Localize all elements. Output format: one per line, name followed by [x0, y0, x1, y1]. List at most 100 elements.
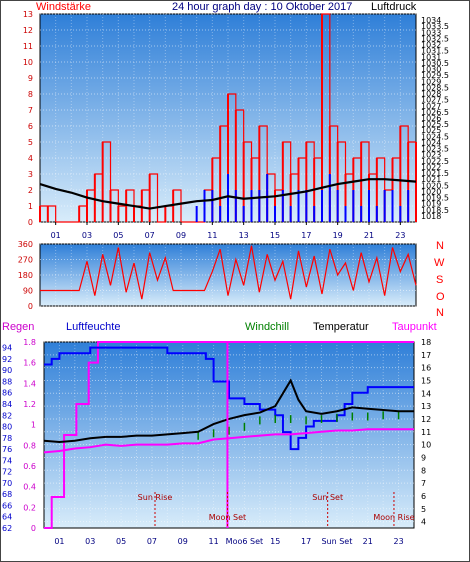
x-tick-label: 03: [82, 231, 92, 240]
y-right-tick-label: 1028: [421, 90, 441, 99]
y-right-tick-label: 1026.5: [421, 108, 449, 117]
direction-letter: W: [434, 257, 445, 269]
x-tick-label: 19: [333, 231, 343, 240]
y-right-tick-label: 1034: [421, 16, 441, 25]
y-tick-label: 180: [18, 271, 33, 280]
windstaerke-label: Windstärke: [36, 1, 91, 13]
feuchte-tick-label: 78: [2, 434, 12, 443]
x-tick-label: 09: [178, 537, 188, 546]
series-line: [40, 245, 417, 300]
y-tick-label: 8: [28, 90, 33, 99]
y-tick-label: 13: [23, 10, 33, 19]
temp-tick-label: 14: [421, 389, 431, 398]
y-tick-label: 9: [28, 74, 33, 83]
feuchte-tick-label: 94: [2, 344, 12, 353]
series-line: [43, 378, 414, 444]
y-right-tick-label: 1029: [421, 77, 441, 86]
regen-tick-label: 0.2: [23, 503, 36, 512]
annotation-label: Sun Set: [312, 493, 343, 502]
annotation-label: Moon Rise: [373, 513, 414, 522]
y-tick-label: 6: [28, 122, 33, 131]
x-tick-label: 07: [147, 537, 157, 546]
annotation-label: Sun Rise: [138, 493, 173, 502]
direction-letters: N W S O N: [434, 240, 445, 319]
feuchte-tick-label: 64: [2, 513, 12, 522]
luftfeuchte-label: Luftfeuchte: [66, 321, 120, 333]
temp-tick-label: 9: [421, 453, 426, 462]
luftdruck-label: Luftdruck: [371, 1, 417, 13]
x-tick-label: Moo6 Set: [226, 537, 263, 546]
regen-tick-label: 1.4: [23, 379, 36, 388]
y-right-tick-label: 1019: [421, 200, 441, 209]
series-line: [44, 346, 414, 451]
temp-tick-label: 7: [421, 479, 426, 488]
y-right-tick-label: 1022: [421, 163, 441, 172]
regen-tick-label: 0: [31, 524, 36, 533]
y-right-tick-label: 1031.5: [421, 47, 449, 56]
series-line: [40, 13, 416, 223]
feuchte-tick-label: 88: [2, 377, 12, 386]
graph-title: 24 hour graph day : 10 Oktober 2017: [172, 1, 352, 13]
y-right-tick-label: 1027.5: [421, 96, 449, 105]
y-right-tick-label: 1027: [421, 102, 441, 111]
y-right-tick-label: 1030.5: [421, 59, 449, 68]
direction-letter: N: [436, 240, 444, 252]
y-right-tick-label: 1029.5: [421, 71, 449, 80]
y-right-tick-label: 1033: [421, 28, 441, 37]
y-right-tick-label: 1030: [421, 65, 441, 74]
y-right-tick-label: 1026: [421, 114, 441, 123]
temp-tick-label: 8: [421, 466, 426, 475]
y-right-tick-label: 1028.5: [421, 83, 449, 92]
x-tick-label: 21: [364, 231, 374, 240]
y-right-tick-label: 1020: [421, 187, 441, 196]
direction-letter: S: [436, 274, 443, 286]
feuchte-tick-label: 80: [2, 423, 12, 432]
regen-tick-label: 0.6: [23, 462, 36, 471]
y-tick-label: 7: [28, 106, 33, 115]
temp-tick-label: 4: [421, 518, 426, 527]
feuchte-tick-label: 84: [2, 400, 12, 409]
y-right-tick-label: 1033.5: [421, 22, 449, 31]
temp-tick-label: 13: [421, 402, 431, 411]
regen-tick-label: 0.4: [23, 483, 36, 492]
x-tick-label: 17: [301, 231, 311, 240]
x-tick-label: 05: [116, 537, 126, 546]
y-right-tick-label: 1023: [421, 151, 441, 160]
y-right-tick-label: 1031: [421, 53, 441, 62]
temp-tick-label: 18: [421, 338, 431, 347]
feuchte-tick-label: 82: [2, 411, 12, 420]
y-tick-label: 90: [23, 287, 33, 296]
y-tick-label: 10: [23, 58, 33, 67]
x-tick-label: 23: [393, 537, 403, 546]
y-right-tick-label: 1032: [421, 41, 441, 50]
annotation-label: Moon Set: [209, 513, 246, 522]
x-tick-label: 23: [395, 231, 405, 240]
regen-tick-label: 1.8: [23, 338, 36, 347]
x-tick-label: 03: [85, 537, 95, 546]
temp-tick-label: 17: [421, 351, 431, 360]
y-right-tick-label: 1021.5: [421, 169, 449, 178]
feuchte-tick-label: 86: [2, 389, 12, 398]
temp-tick-label: 11: [421, 428, 431, 437]
regen-tick-label: 1.2: [23, 400, 36, 409]
regen-tick-label: 1: [31, 421, 36, 430]
series-line: [43, 428, 414, 454]
x-tick-label: 01: [51, 231, 61, 240]
y-right-tick-label: 1025: [421, 126, 441, 135]
y-right-tick-label: 1022.5: [421, 157, 449, 166]
taupunkt-label: Taupunkt: [392, 321, 437, 333]
y-right-tick-label: 1024: [421, 138, 441, 147]
plot-area-humidity-temperature: [43, 341, 415, 529]
x-tick-label: 09: [176, 231, 186, 240]
y-right-tick-label: 1019.5: [421, 194, 449, 203]
direction-letter: N: [436, 307, 444, 319]
x-tick-label: 05: [113, 231, 123, 240]
temp-tick-label: 6: [421, 492, 426, 501]
feuchte-tick-label: 90: [2, 366, 12, 375]
x-tick-label: 17: [301, 537, 311, 546]
y-right-tick-label: 1020.5: [421, 181, 449, 190]
y-right-tick-label: 1032.5: [421, 34, 449, 43]
y-tick-label: 4: [28, 154, 33, 163]
